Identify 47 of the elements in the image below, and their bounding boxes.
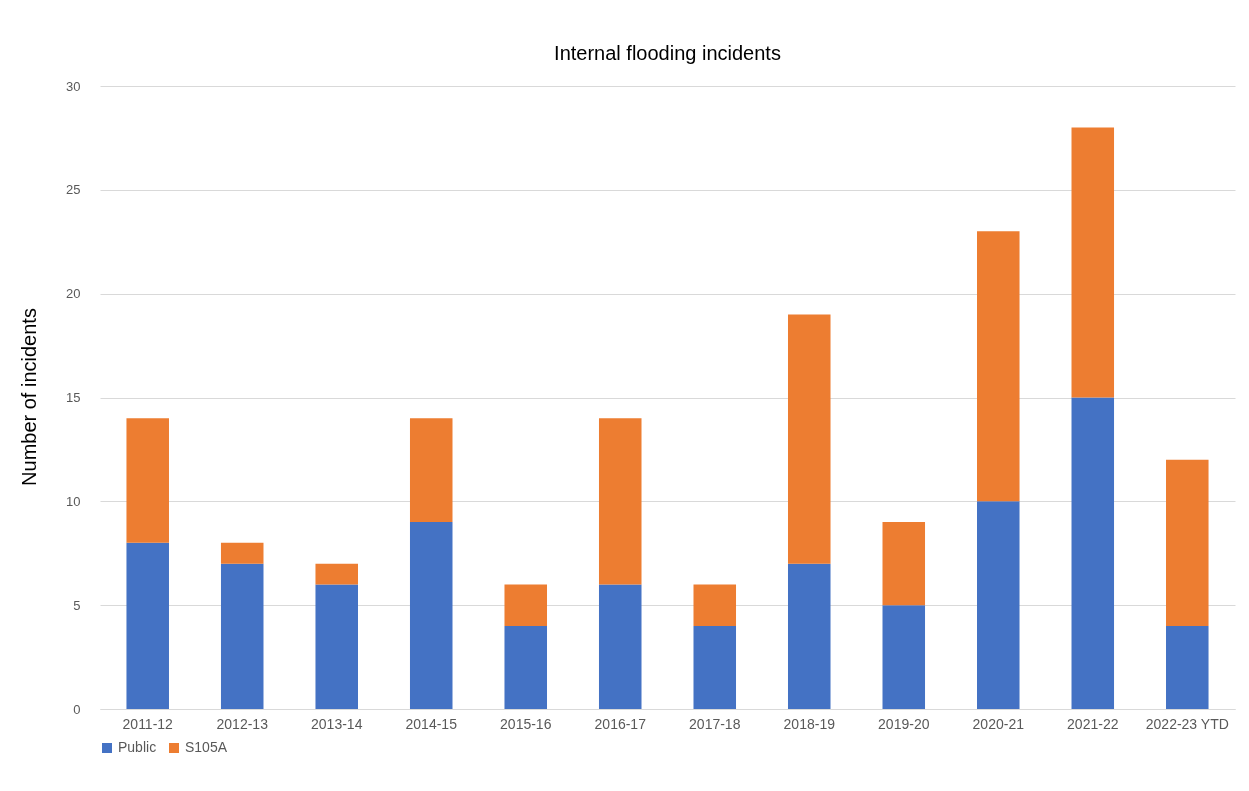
bar bbox=[787, 563, 831, 709]
bar bbox=[882, 522, 926, 606]
x-tick-label: 2013-14 bbox=[311, 715, 363, 732]
bar bbox=[693, 625, 737, 709]
legend-label: Public bbox=[118, 739, 157, 755]
bar bbox=[977, 231, 1020, 502]
x-tick-label: 2012-13 bbox=[216, 715, 269, 732]
y-tick-label: 5 bbox=[73, 597, 81, 613]
bar bbox=[126, 418, 169, 543]
x-tick-label: 2017-18 bbox=[689, 715, 741, 732]
x-tick-label: 2011-12 bbox=[122, 715, 174, 732]
bar bbox=[977, 501, 1020, 709]
x-tick-label: 2014-15 bbox=[405, 715, 458, 732]
x-tick-label: 2015-16 bbox=[500, 715, 552, 732]
bar bbox=[315, 584, 358, 709]
bar bbox=[126, 542, 169, 709]
bar bbox=[1071, 127, 1115, 398]
x-tick-label: 2022-23 YTD bbox=[1145, 715, 1229, 732]
bar bbox=[1166, 459, 1209, 626]
bar bbox=[598, 418, 642, 585]
y-axis-title: Number of incidents bbox=[18, 308, 40, 486]
x-tick-label: 2018-19 bbox=[783, 715, 836, 732]
bar bbox=[220, 542, 264, 564]
bar bbox=[315, 563, 358, 585]
x-tick-label: 2020-21 bbox=[972, 715, 1025, 732]
bar bbox=[1166, 625, 1209, 709]
y-tick-label: 15 bbox=[66, 390, 81, 405]
bar bbox=[787, 314, 831, 564]
bar bbox=[598, 584, 642, 709]
bar bbox=[1071, 397, 1115, 709]
y-tick-label: 0 bbox=[73, 701, 81, 717]
bar bbox=[504, 625, 548, 709]
bar bbox=[220, 563, 264, 709]
chart-title: Internal flooding incidents bbox=[554, 42, 781, 64]
x-tick-label: 2019-20 bbox=[878, 715, 930, 732]
y-tick-label: 10 bbox=[66, 493, 81, 509]
y-tick-label: 20 bbox=[66, 286, 81, 302]
x-tick-label: 2016-17 bbox=[594, 715, 647, 732]
bar bbox=[504, 584, 548, 626]
bar bbox=[409, 522, 453, 709]
bar bbox=[409, 418, 453, 523]
x-tick-label: 2021-22 bbox=[1067, 715, 1119, 732]
y-tick-label: 30 bbox=[66, 78, 81, 94]
legend-label: S105A bbox=[185, 739, 228, 755]
y-tick-label: 25 bbox=[66, 182, 81, 198]
bar bbox=[882, 605, 926, 709]
bar bbox=[693, 584, 737, 626]
